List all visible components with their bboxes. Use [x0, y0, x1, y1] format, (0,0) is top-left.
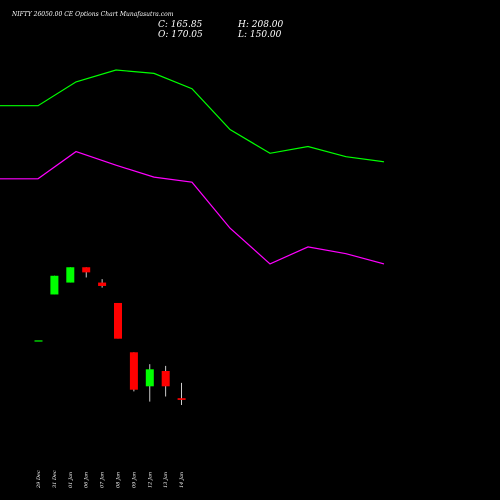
x-axis-ticks: 29 Dec 31 Dec 01 Jan 06 Jan 07 Jan 08 Jan 09 J…	[36, 470, 185, 489]
candle-body	[82, 267, 91, 273]
candle-body	[129, 352, 138, 390]
candle-body	[50, 275, 59, 295]
x-tick-label: 29 Dec	[36, 470, 42, 489]
x-tick-label: 13 Jan	[163, 472, 169, 488]
candle-31-dec	[50, 275, 59, 295]
candle-12-jan	[145, 364, 154, 402]
candle-body	[66, 267, 75, 283]
x-tick-label: 01 Jan	[68, 472, 74, 488]
bands-layer	[0, 69, 385, 265]
candle-08-jan	[114, 302, 122, 339]
high-label: H: 208.00	[237, 20, 284, 30]
x-tick-label: 12 Jan	[147, 472, 153, 488]
x-tick-label: 09 Jan	[131, 472, 137, 488]
candles-layer	[34, 267, 186, 405]
candle-body	[177, 398, 186, 400]
open-label: O: 170.05	[158, 30, 203, 40]
x-tick-label: 14 Jan	[179, 472, 185, 488]
candle-06-jan	[82, 267, 91, 278]
candle-14-jan	[177, 382, 186, 405]
x-tick-label: 06 Jan	[84, 472, 90, 488]
low-label: L: 150.00	[237, 30, 282, 40]
candle-13-jan	[161, 365, 170, 397]
candle-body	[114, 302, 122, 339]
x-tick-label: 31 Dec	[52, 470, 58, 488]
candle-09-jan	[129, 352, 138, 392]
x-tick-label: 08 Jan	[116, 472, 122, 488]
candle-body	[98, 282, 107, 286]
candle-body	[34, 340, 43, 342]
candle-29-dec	[34, 340, 43, 342]
candle-07-jan	[98, 279, 107, 288]
lower-band-line	[0, 150, 385, 265]
candle-body	[145, 369, 154, 387]
close-label: C: 165.85	[158, 20, 203, 30]
chart-title: NIFTY 26050.00 CE Options Chart Munafasu…	[11, 11, 174, 18]
upper-band-line	[0, 69, 385, 163]
candle-01-jan	[66, 267, 75, 283]
x-tick-label: 07 Jan	[100, 472, 106, 488]
candle-body	[161, 370, 170, 387]
